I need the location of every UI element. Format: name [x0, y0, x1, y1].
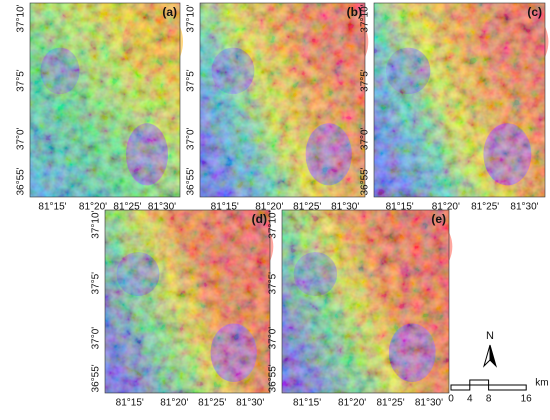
y-tick-label: 37°10': [91, 210, 102, 238]
y-tick-label: 37°0': [186, 127, 197, 150]
y-tick-label: 36°55': [360, 167, 371, 195]
x-tick-label: 81°20': [160, 398, 188, 409]
panel-frame: [104, 209, 271, 394]
x-tick-label: 81°20': [79, 202, 107, 213]
x-tick-label: 81°15': [211, 202, 239, 213]
map-panel: (a) 37°10' 37°5' 37°0' 36°55' 81°15' 81°20' 81°…: [16, 2, 183, 213]
texture: [105, 210, 270, 393]
x-tick-label: 81°30': [148, 202, 176, 213]
north-label: N: [486, 330, 494, 342]
y-tick-label: 37°5': [186, 69, 197, 92]
panel-frame: [281, 209, 450, 394]
x-tick-label: 81°15': [38, 202, 66, 213]
y-tick-label: 36°55': [268, 364, 279, 392]
scale-unit: km: [535, 378, 548, 389]
y-tick-label: 37°0': [16, 127, 27, 150]
x-tick-label: 81°20': [255, 202, 283, 213]
panel-frame: [373, 2, 546, 198]
x-tick-label: 81°30': [331, 202, 359, 213]
x-tick-label: 81°15': [293, 398, 321, 409]
map-panel: (e) 37°10' 37°5' 37°0' 36°55' 81°15' 81°20' 81°…: [268, 209, 453, 409]
x-tick-label: 81°15': [386, 202, 414, 213]
map-panel: (d) 37°10' 37°5' 37°0' 36°55' 81°15' 81°20' 81°…: [91, 209, 274, 409]
map-panel: (c) 37°10' 37°5' 37°0' 36°55' 81°15' 81°20' 81°…: [360, 2, 549, 213]
panel-label: (b): [347, 5, 362, 19]
panel-label: (c): [527, 5, 542, 19]
panel-frame: [199, 2, 366, 198]
scale-tick-label: 8: [486, 394, 492, 405]
y-tick-label: 37°0': [268, 327, 279, 350]
scale-segment: [450, 384, 471, 391]
texture: [200, 3, 365, 197]
texture: [30, 3, 180, 197]
texture: [282, 210, 449, 393]
y-tick-label: 36°55': [186, 167, 197, 195]
y-tick-label: 37°5': [16, 69, 27, 92]
x-tick-label: 81°30': [415, 398, 443, 409]
y-tick-label: 37°5': [360, 69, 371, 92]
scale-tick-label: 16: [521, 394, 533, 405]
scale-segment: [488, 384, 527, 391]
panel-frame: [29, 2, 181, 198]
x-tick-label: 81°15': [116, 398, 144, 409]
y-tick-label: 36°55': [91, 364, 102, 392]
x-tick-label: 81°25': [113, 202, 141, 213]
map-panel: (b)37°10'37°5'37°0'36°55'81°15' 81°20' 81°…: [186, 2, 369, 213]
panel-label: (a): [162, 5, 177, 19]
y-tick-label: 37°10': [186, 4, 197, 32]
scale-segment: [469, 379, 490, 386]
texture: [374, 3, 545, 197]
north-arrow: N: [482, 330, 498, 368]
y-tick-label: 37°0': [91, 327, 102, 350]
y-tick-label: 37°10': [16, 4, 27, 32]
x-tick-label: 81°25': [376, 398, 404, 409]
y-tick-label: 37°0': [360, 127, 371, 150]
scale-tick-label: 0: [448, 394, 454, 405]
x-tick-label: 81°30': [236, 398, 264, 409]
y-tick-label: 37°10': [360, 4, 371, 32]
panel-label: (d): [252, 212, 267, 226]
x-tick-label: 81°20': [432, 202, 460, 213]
x-tick-label: 81°25': [471, 202, 499, 213]
y-tick-label: 36°55': [16, 167, 27, 195]
x-tick-label: 81°25': [198, 398, 226, 409]
x-tick-label: 81°25': [293, 202, 321, 213]
y-tick-label: 37°5': [268, 272, 279, 295]
y-tick-label: 37°10': [268, 210, 279, 238]
scale-tick-label: 4: [467, 394, 473, 405]
x-tick-label: 81°20': [338, 398, 366, 409]
x-tick-label: 81°30': [510, 202, 538, 213]
panel-label: (e): [431, 212, 446, 226]
y-tick-label: 37°5': [91, 272, 102, 295]
